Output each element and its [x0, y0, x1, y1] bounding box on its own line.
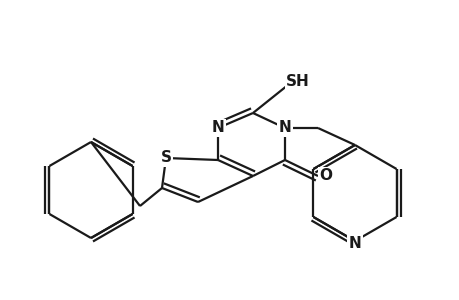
Text: N: N: [211, 121, 224, 136]
Text: O: O: [319, 169, 332, 184]
Text: S: S: [160, 151, 171, 166]
Text: N: N: [278, 121, 291, 136]
Text: SH: SH: [285, 74, 309, 89]
Text: N: N: [348, 236, 361, 251]
